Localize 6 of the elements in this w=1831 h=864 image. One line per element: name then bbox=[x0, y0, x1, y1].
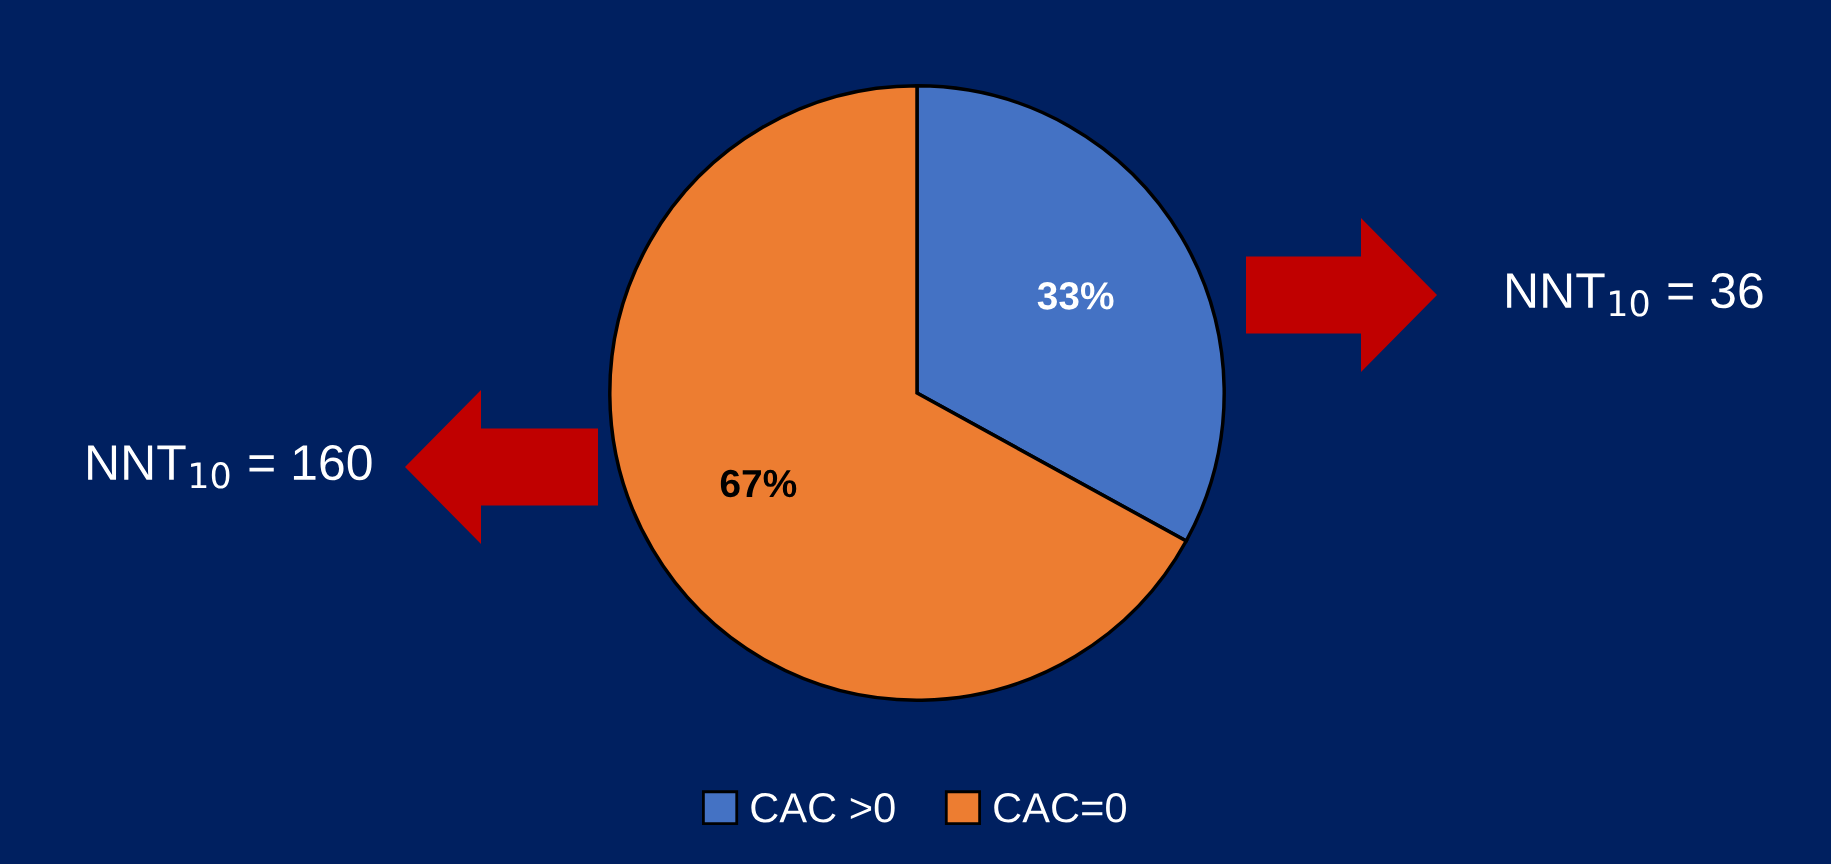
legend-label: CAC >0 bbox=[751, 793, 895, 823]
legend-label: CAC=0 bbox=[994, 793, 1126, 823]
data-label: 33% bbox=[1037, 282, 1114, 310]
data-label: 67% bbox=[720, 469, 797, 498]
text: NNT$_{10}$ = 160 bbox=[88, 444, 372, 489]
text: NNT$_{10}$ = 36 bbox=[1507, 272, 1763, 317]
